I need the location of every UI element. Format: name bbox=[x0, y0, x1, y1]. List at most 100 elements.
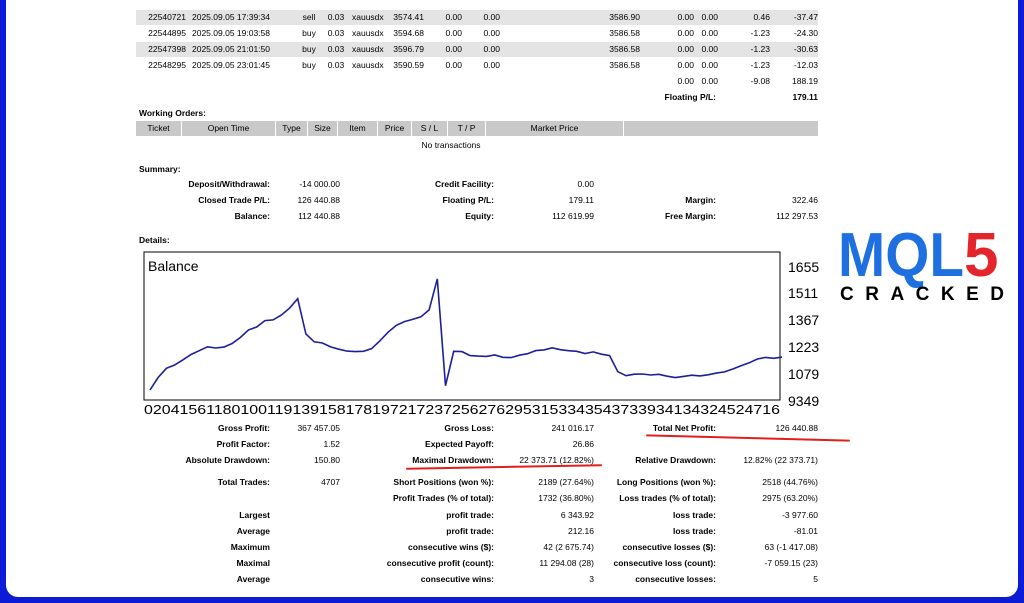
col-size: Size bbox=[308, 121, 338, 136]
position-sl-cell: 0.00 bbox=[445, 12, 462, 22]
position-sl-cell: 0.00 bbox=[445, 60, 462, 70]
chart-plot-area bbox=[143, 251, 781, 401]
position-commission-cell: 0.00 bbox=[677, 28, 694, 38]
details-title: Details: bbox=[139, 235, 170, 245]
position-item-cell: xauusdx bbox=[352, 12, 384, 22]
col-price: Price bbox=[378, 121, 412, 136]
position-taxes-cell: 0.00 bbox=[701, 44, 718, 54]
largest-label: Largest bbox=[239, 510, 270, 520]
position-swap-cell: -1.23 bbox=[750, 60, 770, 70]
maximal-cons-profit-label: consecutive profit (count): bbox=[386, 558, 494, 568]
largest-profit-value: 6 343.92 bbox=[560, 510, 594, 520]
position-sl-cell: 0.00 bbox=[445, 44, 462, 54]
position-item-cell: xauusdx bbox=[352, 28, 384, 38]
largest-loss-label: loss trade: bbox=[673, 510, 716, 520]
table-row-background bbox=[136, 42, 818, 57]
position-tp-cell: 0.00 bbox=[483, 44, 500, 54]
chart-title: Balance bbox=[148, 258, 199, 274]
position-taxes-cell: 0.00 bbox=[701, 12, 718, 22]
maximum-label: Maximum bbox=[230, 542, 270, 552]
position-swap-cell: -1.23 bbox=[750, 28, 770, 38]
position-price-cell: 3574.41 bbox=[393, 12, 424, 22]
position-ticket-cell: 22547398 bbox=[148, 44, 186, 54]
logo-mql-text: MQL bbox=[838, 221, 964, 290]
loss-trades-label: Loss trades (% of total): bbox=[619, 493, 716, 503]
abs-drawdown-value: 150.80 bbox=[314, 455, 340, 465]
position-item-cell: xauusdx bbox=[352, 60, 384, 70]
deposit-label: Deposit/Withdrawal: bbox=[188, 179, 270, 189]
position-size-cell: 0.03 bbox=[327, 60, 345, 70]
profit-trades-value: 1732 (36.80%) bbox=[538, 493, 594, 503]
report-page: 22540721 2025.09.05 17:39:34 sell 0.03 xauus… bbox=[6, 0, 1018, 597]
position-tp-cell: 0.00 bbox=[483, 60, 500, 70]
expected-payoff-value: 26.86 bbox=[572, 439, 594, 449]
expected-payoff-label: Expected Payoff: bbox=[425, 439, 494, 449]
avg-cons-losses-label: consecutive losses: bbox=[635, 574, 716, 584]
position-type-cell: buy bbox=[302, 44, 316, 54]
position-profit-cell: -12.03 bbox=[793, 60, 818, 70]
balance-chart: Balance 1655 1511 1367 1223 1079 9349 0204156… bbox=[143, 251, 819, 417]
position-market-cell: 3586.58 bbox=[609, 60, 640, 70]
position-tp-cell: 0.00 bbox=[483, 28, 500, 38]
col-tp: T / P bbox=[448, 121, 486, 136]
position-swap-cell: -1.23 bbox=[750, 44, 770, 54]
balance-series-line bbox=[149, 278, 783, 391]
free-margin-label: Free Margin: bbox=[664, 211, 716, 221]
chart-y-tick-label: 1223 bbox=[788, 339, 819, 355]
annotation-underline-net-profit bbox=[646, 434, 850, 442]
equity-label: Equity: bbox=[465, 211, 494, 221]
maximal-label: Maximal bbox=[236, 558, 270, 568]
credit-label: Credit Facility: bbox=[434, 179, 494, 189]
max-cons-losses-value: 63 (-1 417.08) bbox=[764, 542, 818, 552]
no-transactions: No transactions bbox=[421, 140, 481, 150]
max-cons-wins-label: consecutive wins ($): bbox=[408, 542, 494, 552]
position-ticket-cell: 22548295 bbox=[148, 60, 186, 70]
avg-cons-wins-value: 3 bbox=[589, 574, 594, 584]
col-market-price: Market Price bbox=[486, 121, 624, 136]
mql5-cracked-logo: MQL 5 CRACKED bbox=[838, 218, 1008, 308]
position-time-cell: 2025.09.05 21:01:50 bbox=[192, 44, 270, 54]
gross-loss-label: Gross Loss: bbox=[444, 423, 494, 433]
average-profit-value: 212.16 bbox=[568, 526, 594, 536]
position-tp-cell: 0.00 bbox=[483, 12, 500, 22]
total-trades-label: Total Trades: bbox=[217, 477, 270, 487]
max-drawdown-label: Maximal Drawdown: bbox=[412, 455, 494, 465]
loss-trades-value: 2975 (63.20%) bbox=[762, 493, 818, 503]
balance-label: Balance: bbox=[234, 211, 270, 221]
position-market-cell: 3586.90 bbox=[609, 12, 640, 22]
average-profit-label: profit trade: bbox=[446, 526, 494, 536]
position-commission-cell: 0.00 bbox=[677, 12, 694, 22]
position-commission-cell: 0.00 bbox=[677, 44, 694, 54]
position-type-cell: sell bbox=[302, 12, 316, 22]
summary-floating-label: Floating P/L: bbox=[442, 195, 494, 205]
position-price-cell: 3590.59 bbox=[393, 60, 424, 70]
gross-profit-value: 367 457.05 bbox=[297, 423, 340, 433]
chart-y-tick-label: 1079 bbox=[788, 366, 819, 382]
position-market-cell: 3586.58 bbox=[609, 28, 640, 38]
position-taxes-cell: 0.00 bbox=[701, 60, 718, 70]
chart-x-tick-labels: 0204156118010011913915817819721723725627… bbox=[144, 402, 780, 417]
chart-y-tick-label: 1511 bbox=[788, 285, 818, 301]
short-positions-value: 2189 (27.64%) bbox=[538, 477, 594, 487]
col-sl: S / L bbox=[412, 121, 448, 136]
average-loss-label: loss trade: bbox=[673, 526, 716, 536]
abs-drawdown-label: Absolute Drawdown: bbox=[185, 455, 270, 465]
deposit-value: -14 000.00 bbox=[299, 179, 340, 189]
position-type-cell: buy bbox=[302, 28, 316, 38]
net-profit-label: Total Net Profit: bbox=[652, 423, 716, 433]
position-time-cell: 2025.09.05 17:39:34 bbox=[192, 12, 270, 22]
position-profit-cell: -30.63 bbox=[793, 44, 818, 54]
net-profit-value: 126 440.88 bbox=[775, 423, 818, 433]
position-ticket-cell: 22540721 bbox=[148, 12, 186, 22]
position-ticket-cell: 22544895 bbox=[148, 28, 186, 38]
total-swap: -9.08 bbox=[750, 76, 770, 86]
summary-floating-value: 179.11 bbox=[568, 195, 594, 205]
largest-loss-value: -3 977.60 bbox=[782, 510, 818, 520]
col-open-time: Open Time bbox=[182, 121, 276, 136]
gross-profit-label: Gross Profit: bbox=[218, 423, 270, 433]
avg-label: Average bbox=[236, 574, 270, 584]
rel-drawdown-label: Relative Drawdown: bbox=[635, 455, 716, 465]
position-size-cell: 0.03 bbox=[327, 28, 345, 38]
total-profit: 188.19 bbox=[792, 76, 818, 86]
max-cons-wins-value: 42 (2 675.74) bbox=[543, 542, 594, 552]
